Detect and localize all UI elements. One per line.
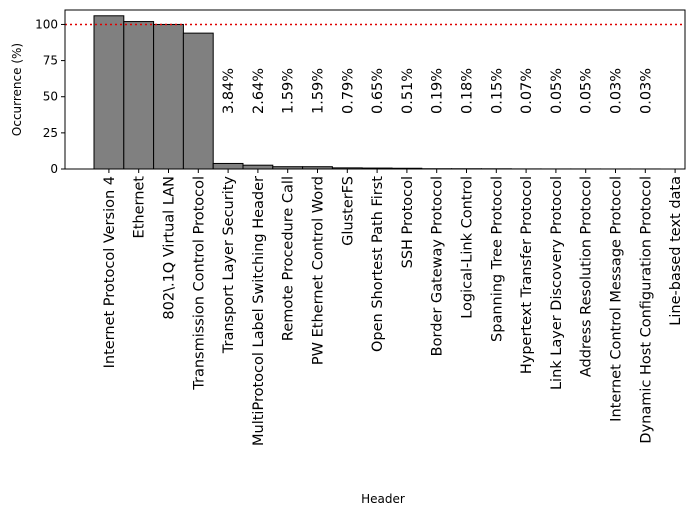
y-tick-label: 50 <box>43 90 58 104</box>
x-tick-label: Open Shortest Path First <box>370 176 386 352</box>
data-label: 0.05% <box>549 68 565 114</box>
bar <box>212 162 244 170</box>
x-tick-label: Remote Procedure Call <box>281 176 297 341</box>
data-label: 0.79% <box>340 68 356 114</box>
data-label: 2.64% <box>251 68 267 114</box>
bar <box>123 21 155 170</box>
x-tick-label: Transmission Control Protocol <box>191 176 207 391</box>
y-tick-label: 100 <box>35 17 58 31</box>
x-tick-label: PW Ethernet Control Word <box>311 176 327 365</box>
data-labels-layer: 3.84% 2.64% 1.59% 1.59% 0.79% 0.65% 0.51% 0.19%… <box>221 68 654 114</box>
x-tick-label: Logical-Link Control <box>460 176 476 319</box>
bar <box>242 164 274 170</box>
data-label: 0.07% <box>519 68 535 114</box>
x-tick-label: Dynamic Host Configuration Protocol <box>638 176 654 444</box>
y-tick-label: 25 <box>43 126 58 140</box>
data-label: 0.03% <box>638 68 654 114</box>
x-tick-label: Line-based text data <box>668 176 684 326</box>
data-label: 1.59% <box>311 68 327 114</box>
data-label: 1.59% <box>281 68 297 114</box>
bar <box>182 32 214 170</box>
data-label: 0.19% <box>430 68 446 114</box>
bar <box>93 15 125 170</box>
y-tick-label: 75 <box>43 54 58 68</box>
x-tick-label: Internet Protocol Version 4 <box>102 176 118 368</box>
x-tick-label: Border Gateway Protocol <box>430 176 446 356</box>
x-tick-label: Transport Layer Security <box>221 176 237 355</box>
data-label: 0.51% <box>400 68 416 114</box>
y-axis: 0 25 50 75 100 <box>35 17 65 176</box>
bar <box>153 23 184 170</box>
x-tick-label: Internet Control Message Protocol <box>609 176 625 422</box>
x-tick-label: Hypertext Transfer Protocol <box>519 176 535 374</box>
plot-frame <box>64 9 686 170</box>
x-tick-label: 802\.1Q Virtual LAN <box>162 176 178 320</box>
y-tick-label: 0 <box>50 162 58 176</box>
data-label: 0.15% <box>489 68 505 114</box>
x-tick-label: Link Layer Discovery Protocol <box>549 176 565 390</box>
data-label: 0.65% <box>370 68 386 114</box>
y-axis-title: Occurrence (%) <box>10 43 24 136</box>
x-tick-label: SSH Protocol <box>400 176 416 268</box>
data-label: 3.84% <box>221 68 237 114</box>
data-label: 0.03% <box>609 68 625 114</box>
x-tick-label: Spanning Tree Protocol <box>489 176 505 342</box>
x-axis: Internet Protocol Version 4 Ethernet 802\.… <box>102 169 684 446</box>
x-tick-label: MultiProtocol Label Switching Header <box>251 176 267 446</box>
x-tick-label: Address Resolution Protocol <box>579 176 595 377</box>
x-tick-label: Ethernet <box>132 176 148 239</box>
data-label: 0.18% <box>460 68 476 114</box>
x-axis-title: Header <box>361 492 405 506</box>
x-tick-label: GlusterFS <box>340 176 356 246</box>
data-label: 0.05% <box>579 68 595 114</box>
bars-layer <box>93 15 661 170</box>
